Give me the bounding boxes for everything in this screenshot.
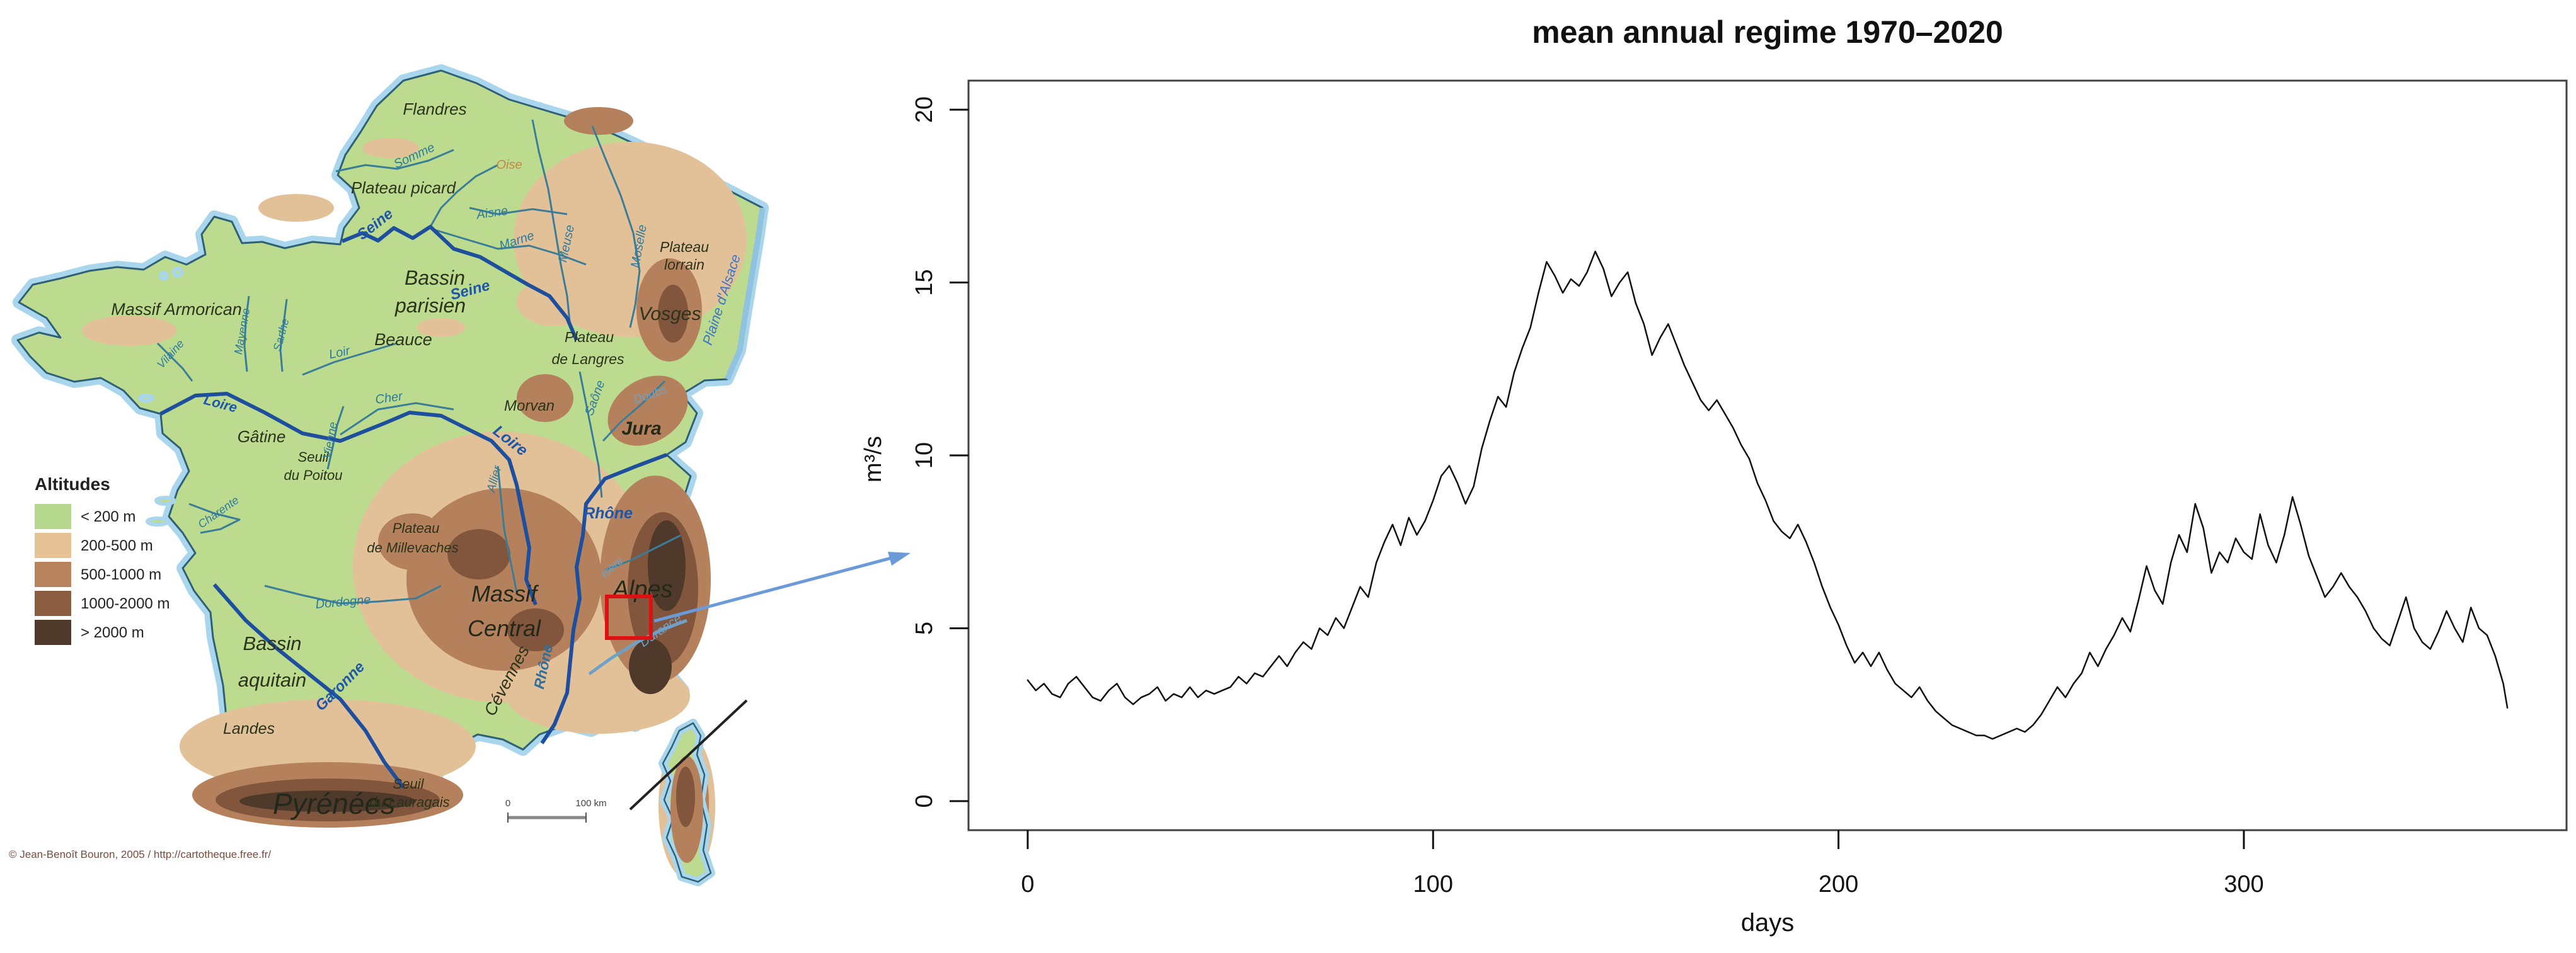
- map-label: Massif Armorican: [111, 300, 242, 319]
- map-label: Gâtine: [238, 427, 286, 446]
- map-label: Beauce: [374, 330, 432, 349]
- map-label: Morvan: [504, 397, 555, 414]
- legend-swatch-2: [35, 562, 71, 587]
- map-label: Massif: [471, 581, 539, 607]
- map-label: Plateau: [660, 239, 709, 255]
- rivers-minor: [156, 119, 681, 605]
- regime-chart: mean annual regime 1970–2020 0 100 200 3000…: [860, 14, 2568, 937]
- map-label: Landes: [223, 720, 275, 738]
- map-label: Pyrénées: [273, 787, 395, 820]
- river-rhine: [724, 207, 766, 380]
- terrain-over-2000: [239, 520, 686, 812]
- y-axis-label: m³/s: [860, 436, 887, 482]
- plot-box: [967, 79, 2568, 831]
- map-copyright: © Jean-Benoît Bouron, 2005 / http://cart…: [9, 848, 271, 860]
- river-saone: [578, 371, 603, 498]
- river-meuse: [531, 119, 572, 328]
- legend-label-1: 200-500 m: [81, 537, 153, 554]
- map-label: Bassin: [243, 632, 301, 654]
- map-label: de Millevaches: [367, 540, 459, 556]
- river-mayenne: [243, 295, 250, 372]
- chart-title: mean annual regime 1970–2020: [1532, 14, 2003, 50]
- study-area-rectangle: [605, 595, 653, 640]
- legend-title: Altitudes: [35, 474, 110, 494]
- y-tick-label: 0: [911, 794, 938, 807]
- river-isere: [604, 534, 681, 571]
- map-label: Plateau picard: [351, 178, 457, 197]
- map-label: lorrain: [664, 256, 704, 273]
- legend-swatch-4: [35, 620, 71, 645]
- map-label: Oise: [496, 158, 522, 172]
- map-label: Plateau: [565, 329, 614, 345]
- x-axis-label: days: [1741, 909, 1795, 937]
- river-somme: [335, 149, 454, 173]
- map-label: aquitain: [238, 669, 307, 691]
- corsica-separator-line: [629, 699, 748, 811]
- map-label: du Lauragais: [369, 794, 449, 810]
- map-label: de Langres: [551, 351, 624, 367]
- map-label: Alpes: [611, 576, 672, 603]
- legend-label-4: > 2000 m: [81, 624, 144, 641]
- river-allier: [497, 465, 518, 593]
- river-cher: [340, 402, 454, 436]
- river-sarthe: [279, 299, 288, 372]
- river-moselle: [591, 125, 641, 328]
- y-tick-label: 15: [911, 269, 938, 295]
- y-tick-label: 5: [911, 622, 938, 635]
- x-tick-label: 300: [2224, 871, 2263, 898]
- legend-swatch-3: [35, 591, 71, 616]
- map-label: Seuil: [393, 776, 425, 792]
- map-label: parisien: [394, 294, 466, 317]
- river-vienne: [326, 406, 345, 470]
- map-label: du Poitou: [284, 467, 343, 483]
- arrow-head: [888, 552, 911, 566]
- x-tick-label: 100: [1413, 871, 1453, 898]
- map-label: Plateau: [393, 520, 440, 536]
- axis-ticks: 0 100 200 300 0 5 10 15 20: [911, 96, 2264, 898]
- river-rhone: [540, 453, 668, 745]
- pointer-arrow: [653, 552, 911, 623]
- river-oise: [429, 164, 498, 227]
- y-tick-label: 10: [911, 442, 938, 469]
- river-loire: [159, 392, 538, 606]
- legend-swatch-1: [35, 533, 71, 558]
- rivers-major: [159, 225, 668, 789]
- map-label: Central: [468, 615, 541, 641]
- altitude-legend: Altitudes < 200 m 200-500 m 500-1000 m 1…: [35, 474, 170, 645]
- river-aisne: [469, 207, 568, 215]
- river-marne: [434, 229, 587, 266]
- river-loir: [302, 342, 398, 376]
- river-durance: [588, 619, 687, 676]
- scale-bar-zero: 0: [505, 798, 510, 809]
- discharge-polyline: [1026, 250, 2509, 740]
- map-label: Rhône: [584, 505, 633, 522]
- map-label: Jura: [621, 418, 661, 439]
- corsica: [629, 699, 748, 886]
- map-label: Bassin: [405, 266, 465, 289]
- legend-label-3: 1000-2000 m: [81, 595, 170, 612]
- islands: [138, 266, 183, 527]
- river-charente: [188, 503, 241, 534]
- scale-bar: 0 100 km: [505, 798, 607, 823]
- y-tick-label: 20: [911, 96, 938, 123]
- x-tick-label: 0: [1021, 871, 1034, 898]
- legend-label-0: < 200 m: [81, 508, 135, 525]
- scale-bar-100km: 100 km: [575, 798, 606, 809]
- legend-swatch-0: [35, 504, 71, 529]
- legend-label-2: 500-1000 m: [81, 566, 161, 583]
- x-tick-label: 200: [1819, 871, 1858, 898]
- river-seine: [341, 225, 578, 341]
- river-dordogne: [264, 585, 442, 605]
- map-label: Flandres: [403, 100, 466, 118]
- river-doubs: [602, 380, 666, 442]
- map-label: Seuil: [298, 449, 330, 465]
- river-garonne: [212, 583, 405, 789]
- river-vilaine: [156, 342, 193, 382]
- map-label: Vosges: [639, 304, 701, 324]
- discharge-curve: [1026, 250, 2509, 740]
- france-map: Altitudes < 200 m 200-500 m 500-1000 m 1…: [9, 64, 911, 886]
